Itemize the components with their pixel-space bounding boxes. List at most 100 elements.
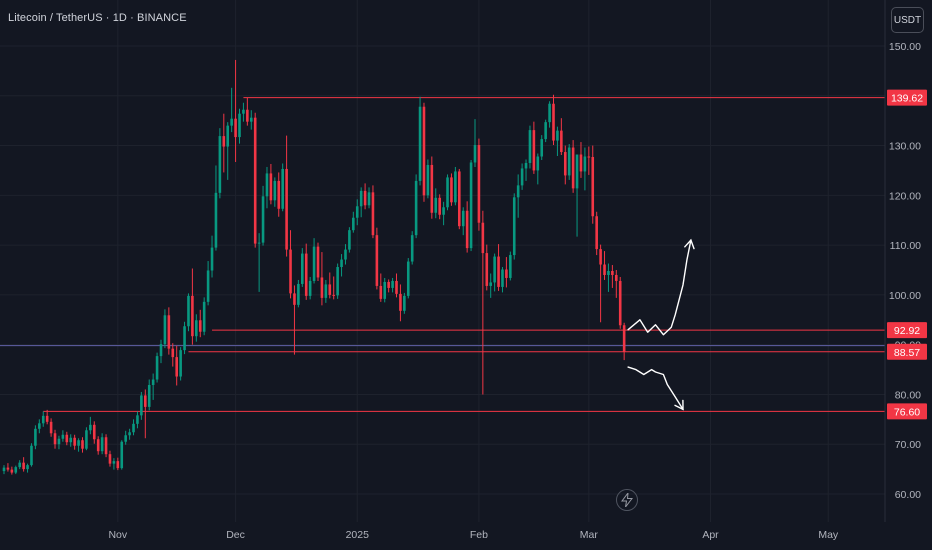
candle-body	[136, 415, 139, 424]
candle-body	[57, 438, 61, 445]
level-label-bg	[887, 343, 927, 360]
candle-body	[458, 171, 461, 227]
candle	[528, 125, 532, 169]
candle	[618, 276, 622, 329]
candle	[458, 168, 461, 230]
candle-body	[304, 253, 308, 296]
candle	[505, 257, 508, 288]
candle-body	[112, 461, 116, 464]
candle-body	[92, 424, 96, 440]
candle	[371, 185, 375, 239]
drawn-annotations[interactable]	[627, 238, 695, 411]
candle	[285, 135, 288, 257]
time-tick-label: May	[818, 529, 839, 541]
candle	[144, 389, 147, 439]
level-label-bg	[887, 89, 927, 106]
candle	[563, 145, 567, 185]
candle	[293, 285, 296, 355]
candle-body	[583, 156, 587, 172]
candle-body	[73, 437, 76, 446]
candle	[548, 101, 551, 128]
candle-body	[61, 434, 65, 439]
candle	[183, 321, 186, 355]
arrow-down-path	[627, 366, 684, 411]
candle	[410, 231, 414, 265]
time-axis[interactable]: Nov Dec 2025 Feb Mar Apr May	[108, 529, 838, 541]
candle-body	[281, 168, 284, 209]
candle	[446, 174, 449, 211]
candle	[6, 463, 10, 472]
candle	[195, 314, 198, 342]
candle	[179, 347, 182, 381]
candle-body	[387, 281, 390, 288]
candle-body	[375, 235, 379, 286]
candle	[473, 119, 477, 167]
candle-body	[155, 356, 159, 380]
candle-body	[257, 242, 261, 244]
candle	[556, 126, 559, 157]
candle	[136, 411, 139, 429]
candle	[367, 187, 371, 209]
candle-body	[403, 295, 406, 311]
candle-body	[509, 255, 512, 278]
candle	[22, 457, 25, 472]
currency-button[interactable]: USDT	[891, 7, 924, 33]
level-price-label: 139.62	[887, 89, 927, 106]
price-axis[interactable]: 60.0070.0080.0090.00100.00110.00120.0013…	[889, 41, 921, 501]
candle	[363, 183, 367, 210]
candle-body	[352, 217, 355, 231]
candle-body	[230, 118, 233, 126]
candle-body	[556, 130, 559, 141]
candle	[226, 122, 230, 180]
candle-body	[571, 147, 575, 189]
candle	[512, 193, 516, 260]
candle	[230, 87, 233, 133]
candle	[560, 118, 563, 156]
candle-body	[183, 326, 186, 351]
candle-body	[477, 145, 481, 223]
candle-body	[297, 283, 300, 305]
price-tick-label: 120.00	[889, 190, 921, 202]
candle	[124, 430, 127, 445]
candle	[281, 163, 284, 212]
candle	[552, 94, 555, 146]
candle-body	[516, 185, 520, 198]
candle	[26, 463, 29, 473]
candle-body	[505, 269, 508, 278]
candle	[615, 270, 618, 298]
candle	[532, 121, 536, 174]
candle-body	[355, 206, 359, 218]
candle	[340, 254, 343, 277]
candle	[438, 194, 441, 220]
candle-body	[234, 118, 237, 138]
lightning-icon[interactable]	[616, 489, 638, 511]
candle	[167, 307, 171, 355]
candle	[273, 177, 277, 207]
candle-body	[422, 106, 426, 196]
candle-body	[524, 162, 528, 169]
candle-body	[191, 295, 194, 337]
candle	[34, 425, 37, 450]
candle	[108, 450, 112, 467]
candle	[18, 460, 21, 470]
time-tick-label: Apr	[702, 529, 719, 541]
candle	[477, 138, 481, 231]
candle	[375, 227, 379, 290]
candle	[218, 128, 222, 199]
candle-body	[548, 103, 551, 123]
candle	[571, 140, 575, 193]
candle	[607, 263, 610, 292]
candle-body	[520, 168, 524, 186]
candle	[159, 339, 163, 364]
candle	[112, 458, 116, 470]
candle-body	[159, 344, 163, 357]
candle-body	[285, 168, 288, 250]
candle-body	[340, 259, 343, 268]
candle-body	[442, 207, 445, 215]
candle-body	[214, 192, 218, 248]
candle-body	[128, 432, 131, 436]
candle-body	[563, 152, 567, 176]
candle	[536, 153, 540, 185]
candle	[544, 119, 547, 143]
